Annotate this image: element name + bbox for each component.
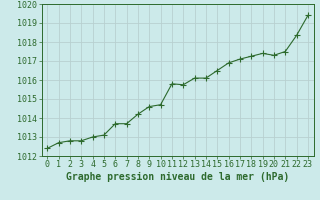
X-axis label: Graphe pression niveau de la mer (hPa): Graphe pression niveau de la mer (hPa) <box>66 172 289 182</box>
